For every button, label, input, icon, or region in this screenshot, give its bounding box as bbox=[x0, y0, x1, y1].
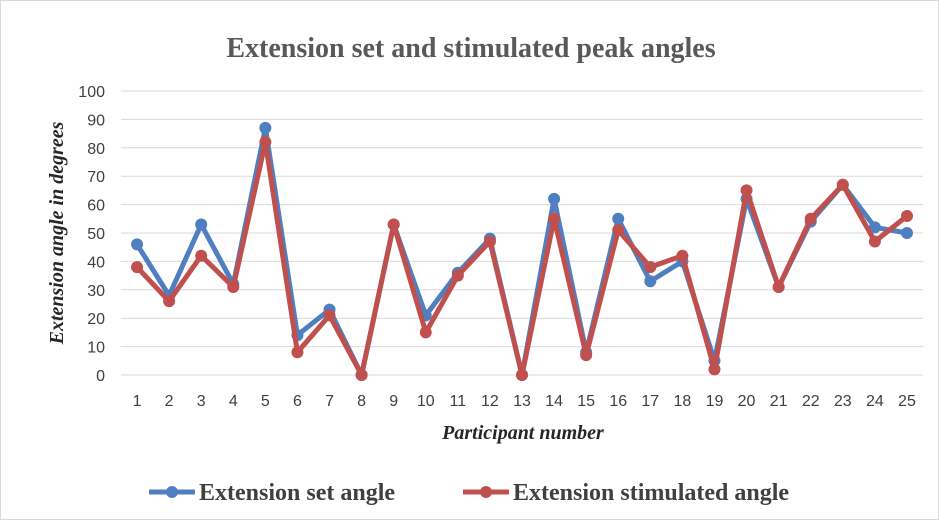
y-tick-label: 10 bbox=[87, 340, 105, 357]
x-axis-ticks: 1 2 3 4 5 6 7 8 9 10 11 12 13 14 15 16 17 18 19 20 21 22 23 24 2… bbox=[133, 393, 916, 410]
data-point bbox=[900, 209, 913, 222]
x-tick-label: 21 bbox=[770, 393, 788, 410]
x-tick-label: 4 bbox=[229, 393, 238, 410]
data-point bbox=[708, 363, 721, 376]
x-tick-label: 18 bbox=[674, 393, 692, 410]
series-line bbox=[134, 125, 910, 378]
x-axis-title: Participant number bbox=[441, 422, 604, 444]
legend-marker-stimulated bbox=[480, 486, 492, 498]
y-axis-ticks: 0 10 20 30 40 50 60 70 80 90 100 bbox=[78, 84, 105, 385]
legend-label-set: Extension set angle bbox=[199, 480, 395, 506]
data-point bbox=[772, 280, 785, 293]
chart-title: Extension set and stimulated peak angles bbox=[226, 33, 715, 64]
y-tick-label: 40 bbox=[87, 254, 105, 271]
data-point bbox=[644, 261, 657, 274]
data-point bbox=[740, 184, 753, 197]
x-tick-label: 20 bbox=[738, 393, 756, 410]
y-tick-label: 20 bbox=[87, 311, 105, 328]
x-tick-label: 3 bbox=[197, 393, 206, 410]
data-point bbox=[516, 369, 528, 381]
x-tick-label: 7 bbox=[325, 393, 334, 410]
x-tick-label: 12 bbox=[481, 393, 499, 410]
series-stimulated-angle bbox=[131, 136, 913, 381]
legend-marker-set bbox=[166, 486, 178, 498]
data-point bbox=[163, 295, 176, 308]
x-tick-label: 9 bbox=[389, 393, 398, 410]
data-point bbox=[612, 224, 625, 237]
legend-label-stimulated: Extension stimulated angle bbox=[513, 480, 789, 506]
data-point bbox=[612, 212, 625, 225]
data-point bbox=[131, 238, 144, 251]
y-tick-label: 60 bbox=[87, 198, 105, 215]
legend-item-stimulated: Extension stimulated angle bbox=[463, 480, 789, 506]
data-point bbox=[195, 218, 208, 231]
gridlines bbox=[121, 90, 923, 376]
data-point bbox=[259, 136, 272, 149]
y-tick-label: 90 bbox=[87, 112, 105, 129]
data-point bbox=[259, 121, 272, 134]
x-tick-label: 11 bbox=[450, 393, 467, 410]
data-point bbox=[868, 235, 881, 248]
data-point bbox=[291, 346, 304, 359]
legend: Extension set angle Extension stimulated… bbox=[149, 480, 789, 506]
x-tick-label: 6 bbox=[293, 393, 302, 410]
series-layer bbox=[131, 121, 913, 381]
data-point bbox=[580, 349, 593, 362]
x-tick-label: 5 bbox=[261, 393, 270, 410]
y-tick-label: 80 bbox=[87, 141, 105, 158]
x-tick-label: 14 bbox=[545, 393, 563, 410]
x-tick-label: 2 bbox=[165, 393, 174, 410]
x-tick-label: 8 bbox=[357, 393, 366, 410]
x-tick-label: 24 bbox=[866, 393, 884, 410]
data-point bbox=[451, 269, 464, 282]
data-point bbox=[548, 212, 561, 225]
data-point bbox=[355, 369, 368, 381]
y-tick-label: 30 bbox=[87, 283, 105, 300]
x-tick-label: 10 bbox=[417, 393, 435, 410]
x-tick-label: 15 bbox=[577, 393, 595, 410]
x-tick-label: 25 bbox=[898, 393, 916, 410]
y-axis-title: Extension angle in degrees bbox=[46, 121, 68, 345]
data-point bbox=[419, 326, 432, 339]
x-tick-label: 13 bbox=[513, 393, 531, 410]
x-tick-label: 17 bbox=[641, 393, 659, 410]
y-tick-label: 0 bbox=[96, 368, 105, 385]
series-line bbox=[134, 139, 910, 378]
data-point bbox=[900, 227, 913, 239]
data-point bbox=[644, 275, 657, 288]
y-tick-label: 50 bbox=[87, 226, 105, 243]
x-tick-label: 23 bbox=[834, 393, 852, 410]
y-tick-label: 100 bbox=[78, 84, 105, 101]
data-point bbox=[323, 309, 336, 322]
legend-item-set: Extension set angle bbox=[149, 480, 395, 506]
data-point bbox=[804, 212, 817, 225]
data-point bbox=[131, 261, 144, 274]
x-tick-label: 16 bbox=[609, 393, 627, 410]
x-tick-label: 22 bbox=[802, 393, 820, 410]
data-point bbox=[387, 218, 400, 231]
x-tick-label: 19 bbox=[706, 393, 724, 410]
y-tick-label: 70 bbox=[87, 169, 105, 186]
data-point bbox=[227, 280, 240, 293]
data-point bbox=[195, 249, 208, 262]
data-point bbox=[836, 178, 849, 191]
x-tick-label: 1 bbox=[133, 393, 142, 410]
data-point bbox=[868, 221, 881, 234]
data-point bbox=[676, 249, 689, 262]
data-point bbox=[483, 235, 496, 248]
data-point bbox=[548, 192, 561, 205]
